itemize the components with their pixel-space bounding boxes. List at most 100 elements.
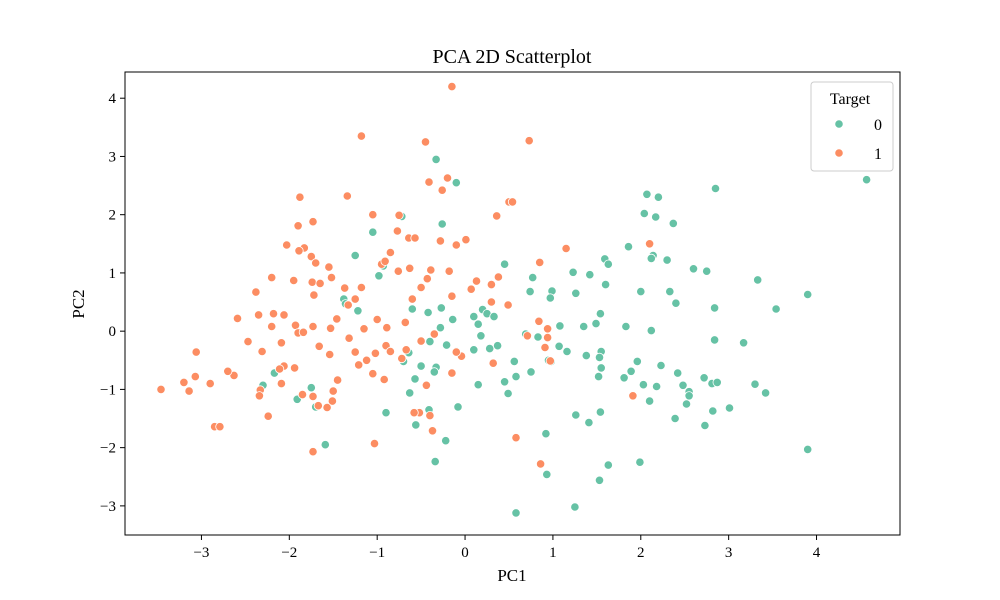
- data-point: [591, 318, 601, 329]
- data-point: [435, 323, 445, 333]
- x-tick-label: −2: [281, 545, 297, 561]
- legend-title: Target: [830, 91, 871, 108]
- data-point: [276, 338, 286, 348]
- data-point: [313, 401, 323, 411]
- data-point: [416, 361, 426, 371]
- data-point: [542, 324, 553, 334]
- data-point: [545, 293, 555, 303]
- data-point: [276, 378, 286, 389]
- data-point: [461, 235, 471, 245]
- data-point: [179, 377, 189, 387]
- data-point: [251, 287, 261, 297]
- data-point: [486, 297, 496, 307]
- data-point: [410, 233, 420, 243]
- legend: Target 0 1: [810, 81, 894, 172]
- data-point: [471, 276, 482, 286]
- data-point: [328, 386, 338, 396]
- data-point: [425, 336, 435, 347]
- legend-marker-1: [834, 148, 844, 158]
- data-point: [710, 183, 721, 194]
- data-point: [441, 436, 451, 446]
- data-point: [257, 346, 267, 357]
- y-tick-label: 0: [109, 324, 117, 340]
- data-point: [190, 371, 200, 382]
- data-point: [344, 333, 354, 343]
- data-point: [541, 429, 551, 439]
- y-tick-label: 4: [109, 91, 117, 107]
- data-point: [293, 221, 303, 231]
- data-point: [309, 290, 319, 300]
- data-point: [638, 380, 649, 390]
- data-point: [533, 332, 543, 342]
- data-point: [540, 342, 550, 353]
- data-point: [410, 374, 420, 384]
- data-point: [215, 422, 225, 432]
- data-point: [353, 306, 363, 316]
- data-point: [429, 329, 439, 339]
- data-point: [405, 263, 415, 273]
- data-point: [268, 309, 279, 319]
- data-point: [861, 175, 872, 185]
- data-point: [297, 389, 308, 400]
- data-point: [503, 300, 513, 310]
- data-point: [489, 311, 499, 322]
- data-point: [561, 243, 571, 254]
- data-point: [308, 391, 318, 401]
- data-point: [712, 377, 722, 387]
- data-point: [570, 502, 580, 512]
- data-point: [274, 364, 285, 374]
- data-point: [466, 284, 476, 294]
- data-point: [646, 325, 656, 336]
- data-point: [476, 331, 486, 341]
- data-point: [594, 475, 605, 485]
- data-point: [535, 257, 545, 267]
- data-point: [267, 321, 277, 332]
- data-point: [644, 239, 655, 249]
- y-tick-label: 2: [109, 208, 117, 224]
- data-point: [738, 338, 749, 348]
- data-point: [369, 438, 380, 449]
- data-point: [681, 399, 692, 409]
- data-point: [429, 367, 439, 377]
- data-point: [421, 380, 431, 390]
- data-point: [290, 320, 301, 330]
- data-point: [473, 380, 483, 390]
- data-point: [416, 336, 426, 346]
- series-0: [258, 154, 872, 518]
- data-point: [436, 303, 446, 313]
- data-point: [492, 211, 502, 221]
- data-point: [525, 286, 535, 297]
- data-point: [642, 189, 652, 199]
- data-point: [254, 391, 264, 401]
- legend-label-0: 0: [874, 117, 882, 134]
- data-point: [709, 335, 720, 345]
- data-point: [619, 373, 629, 383]
- data-point: [503, 388, 513, 399]
- data-point: [350, 294, 360, 304]
- x-axis: −3 −2 −1 0 1 2 3 4: [193, 535, 821, 561]
- data-point: [545, 356, 555, 366]
- data-point: [486, 279, 496, 290]
- data-point: [555, 321, 565, 331]
- plot-frame: [124, 71, 901, 536]
- data-point: [430, 456, 440, 467]
- data-point: [684, 391, 694, 401]
- data-point: [571, 410, 581, 420]
- data-point: [393, 266, 403, 276]
- y-tick-label: −1: [100, 382, 116, 398]
- data-point: [232, 313, 243, 323]
- data-point: [332, 375, 343, 385]
- data-point: [359, 324, 369, 334]
- x-tick-label: 4: [813, 545, 821, 561]
- data-point: [405, 388, 415, 398]
- data-point: [753, 275, 763, 285]
- data-point: [507, 197, 518, 207]
- data-point: [542, 332, 553, 343]
- data-point: [382, 323, 392, 333]
- data-point: [595, 407, 606, 417]
- data-point: [493, 272, 503, 282]
- data-point: [441, 340, 452, 350]
- data-point: [596, 363, 606, 373]
- data-point: [509, 356, 519, 366]
- data-point: [444, 266, 454, 276]
